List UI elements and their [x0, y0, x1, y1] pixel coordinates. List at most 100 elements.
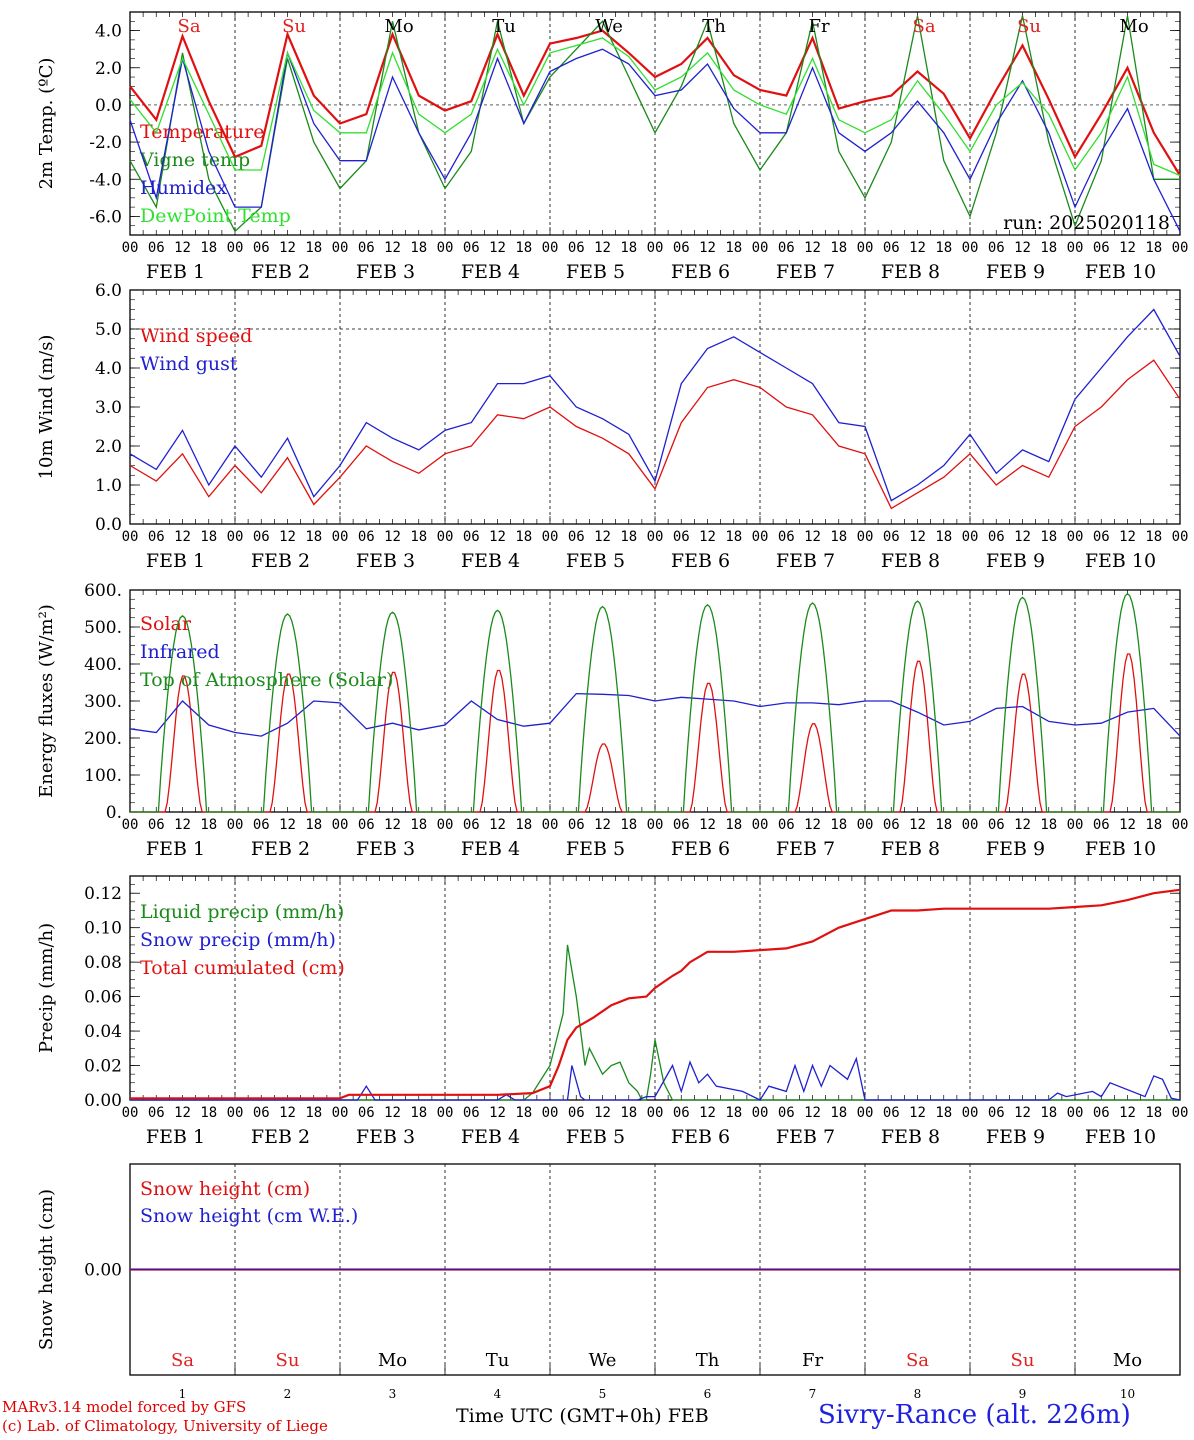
- hour-tick-label: 00: [752, 1105, 769, 1121]
- date-label: FEB 1: [146, 261, 205, 283]
- legend-entry: Total cumulated (cm): [140, 957, 345, 979]
- legend-entry: Snow height (cm W.E.): [140, 1205, 358, 1227]
- y-tick-label: 600.: [84, 581, 122, 601]
- weekday-label-top: Su: [1017, 16, 1041, 37]
- series-line-temp-3: [129, 37, 1181, 177]
- hour-tick-label: 00: [542, 240, 559, 256]
- hour-tick-label: 18: [830, 817, 847, 833]
- y-tick-label: 4.0: [95, 359, 122, 379]
- weekday-label-bottom: Th: [696, 1350, 720, 1371]
- hour-tick-label: 06: [778, 1105, 795, 1121]
- hour-tick-label: 00: [122, 240, 139, 256]
- hour-tick-label: 18: [1040, 1105, 1057, 1121]
- hour-tick-label: 18: [200, 529, 217, 545]
- hour-tick-label: 06: [148, 817, 165, 833]
- hour-tick-label: 00: [752, 240, 769, 256]
- hour-tick-label: 06: [988, 529, 1005, 545]
- series-line-energy-2: [130, 592, 1180, 813]
- weekday-label-top: Su: [282, 16, 306, 37]
- weekday-label-top: Th: [702, 16, 726, 37]
- hour-tick-label: 00: [437, 1105, 454, 1121]
- date-label: FEB 10: [1085, 838, 1156, 860]
- hour-tick-label: 12: [174, 240, 191, 256]
- hour-tick-label: 12: [384, 240, 401, 256]
- y-tick-label: 200.: [84, 729, 122, 749]
- hour-tick-label: 00: [962, 529, 979, 545]
- hour-tick-label: 18: [935, 817, 952, 833]
- hour-tick-label: 00: [437, 240, 454, 256]
- hour-tick-label: 00: [122, 1105, 139, 1121]
- series-line-temp-2: [129, 48, 1181, 232]
- date-label: FEB 1: [146, 838, 205, 860]
- hour-tick-label: 06: [778, 817, 795, 833]
- hour-tick-label: 00: [752, 529, 769, 545]
- model-credit: MARv3.14 model forced by GFS: [2, 1398, 247, 1416]
- hour-tick-label: 12: [1014, 529, 1031, 545]
- hour-tick-label: 06: [988, 240, 1005, 256]
- hour-tick-label: 18: [1145, 240, 1162, 256]
- hour-tick-label: 18: [620, 529, 637, 545]
- hour-tick-label: 00: [332, 1105, 349, 1121]
- date-label: FEB 2: [251, 1126, 310, 1148]
- hour-tick-label: 00: [122, 817, 139, 833]
- hour-tick-label: 12: [1119, 817, 1136, 833]
- hour-tick-label: 18: [1145, 817, 1162, 833]
- y-tick-label: 5.0: [95, 320, 122, 340]
- hour-tick-label: 00: [857, 1105, 874, 1121]
- x-axis-label: Time UTC (GMT+0h): [456, 1405, 662, 1427]
- series-line-temp-1: [129, 15, 1180, 233]
- date-label: FEB 1: [146, 550, 205, 572]
- y-tick-label: 0.08: [84, 953, 122, 973]
- hour-tick-label: 18: [305, 817, 322, 833]
- date-label: FEB 7: [776, 838, 835, 860]
- hour-tick-label: 00: [542, 817, 559, 833]
- date-label: FEB 7: [776, 261, 835, 283]
- y-axis-label: 10m Wind (m/s): [36, 335, 57, 480]
- hour-tick-label: 00: [647, 1105, 664, 1121]
- hour-tick-label: 18: [830, 240, 847, 256]
- y-tick-label: 0.02: [84, 1057, 122, 1077]
- y-tick-label: 2.0: [95, 437, 122, 457]
- hour-tick-label: 18: [830, 1105, 847, 1121]
- date-label: FEB 2: [251, 261, 310, 283]
- y-tick-label: 500.: [84, 618, 122, 638]
- hour-tick-label: 00: [227, 817, 244, 833]
- hour-tick-label: 06: [148, 529, 165, 545]
- legend-entry: Snow precip (mm/h): [140, 929, 336, 951]
- hour-tick-label: 06: [463, 1105, 480, 1121]
- hour-tick-label: 06: [778, 529, 795, 545]
- weekday-label-bottom: Fr: [802, 1350, 823, 1371]
- hour-tick-label: 12: [594, 240, 611, 256]
- hour-tick-label: 00: [437, 529, 454, 545]
- legend-entry: Wind gust: [140, 353, 238, 375]
- hour-tick-label: 12: [699, 817, 716, 833]
- hour-tick-label: 18: [830, 529, 847, 545]
- hour-tick-label: 12: [1119, 529, 1136, 545]
- y-tick-label: 2.0: [95, 59, 122, 79]
- weekday-label-bottom: Sa: [171, 1350, 194, 1371]
- y-axis-label: Precip (mm/h): [36, 923, 57, 1053]
- hour-tick-label: 18: [410, 529, 427, 545]
- hour-tick-label: 06: [988, 1105, 1005, 1121]
- hour-tick-label: 00: [962, 817, 979, 833]
- date-label: FEB 3: [356, 838, 415, 860]
- day-number-label: 10: [1120, 1387, 1135, 1401]
- legend-entry: DewPoint Temp: [140, 205, 291, 227]
- date-label: FEB 5: [566, 838, 625, 860]
- date-label: FEB 9: [986, 261, 1045, 283]
- hour-tick-label: 12: [174, 1105, 191, 1121]
- hour-tick-label: 00: [1172, 817, 1189, 833]
- y-tick-label: 0.00: [84, 1261, 122, 1281]
- hour-tick-label: 18: [515, 817, 532, 833]
- hour-tick-label: 12: [489, 1105, 506, 1121]
- hour-tick-label: 00: [332, 529, 349, 545]
- date-label: FEB 10: [1085, 550, 1156, 572]
- hour-tick-label: 00: [1067, 1105, 1084, 1121]
- hour-tick-label: 18: [410, 240, 427, 256]
- hour-tick-label: 00: [647, 240, 664, 256]
- hour-tick-label: 00: [752, 817, 769, 833]
- hour-tick-label: 18: [200, 817, 217, 833]
- hour-tick-label: 12: [909, 240, 926, 256]
- hour-tick-label: 00: [1172, 1105, 1189, 1121]
